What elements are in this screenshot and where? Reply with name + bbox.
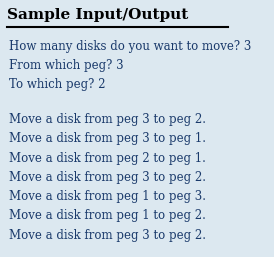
Text: Move a disk from peg 3 to peg 2.: Move a disk from peg 3 to peg 2. bbox=[9, 229, 206, 242]
Text: To which peg? 2: To which peg? 2 bbox=[9, 78, 106, 91]
Text: Move a disk from peg 3 to peg 2.: Move a disk from peg 3 to peg 2. bbox=[9, 171, 206, 184]
Text: Move a disk from peg 1 to peg 2.: Move a disk from peg 1 to peg 2. bbox=[9, 209, 206, 223]
Text: Move a disk from peg 3 to peg 1.: Move a disk from peg 3 to peg 1. bbox=[9, 132, 206, 145]
Text: Move a disk from peg 2 to peg 1.: Move a disk from peg 2 to peg 1. bbox=[9, 152, 206, 165]
Text: From which peg? 3: From which peg? 3 bbox=[9, 59, 124, 72]
Text: Sample Input/Output: Sample Input/Output bbox=[7, 8, 188, 22]
Text: Move a disk from peg 1 to peg 3.: Move a disk from peg 1 to peg 3. bbox=[9, 190, 206, 203]
Text: How many disks do you want to move? 3: How many disks do you want to move? 3 bbox=[9, 40, 252, 53]
Text: Move a disk from peg 3 to peg 2.: Move a disk from peg 3 to peg 2. bbox=[9, 113, 206, 126]
